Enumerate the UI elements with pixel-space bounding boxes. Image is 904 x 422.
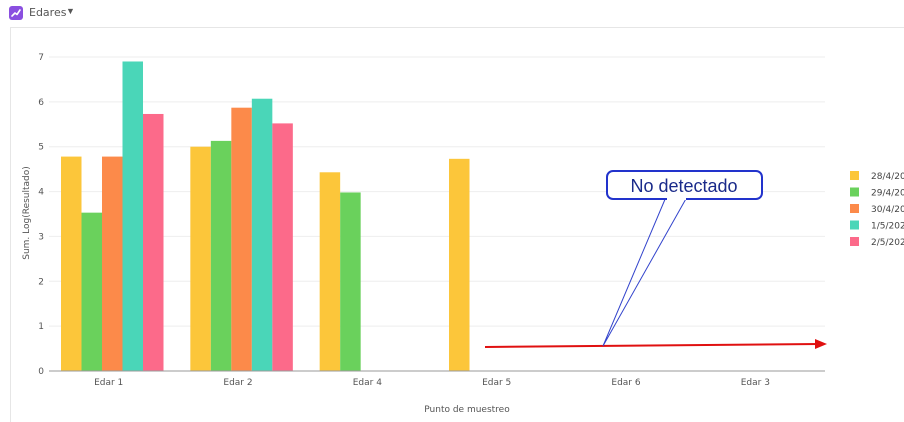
y-tick-label: 1 <box>38 322 44 332</box>
x-tick-label: Edar 2 <box>223 378 252 388</box>
y-tick-label: 0 <box>38 367 44 377</box>
x-tick-label: Edar 5 <box>482 378 511 388</box>
legend-label[interactable]: 28/4/20 <box>871 172 904 182</box>
annotation: No detectado <box>484 170 827 349</box>
annotation-arrow <box>484 343 820 348</box>
legend-label[interactable]: 1/5/202 <box>871 222 904 232</box>
legend-swatch <box>850 237 859 246</box>
legend-label[interactable]: 30/4/20 <box>871 205 904 215</box>
bar-edar-1-series-3[interactable] <box>122 61 144 371</box>
annotation-callout-pointer <box>602 196 688 347</box>
x-axis-ticks: Edar 1 Edar 2 Edar 4 Edar 5 Edar 6 Edar 3 <box>94 378 770 388</box>
legend-swatch <box>850 171 859 180</box>
bar-edar-1-series-0[interactable] <box>61 156 82 371</box>
bar-edar-2-series-3[interactable] <box>251 98 273 372</box>
y-tick-label: 5 <box>38 143 44 153</box>
legend-swatch <box>850 220 859 230</box>
chart-title-dropdown[interactable]: Edares <box>29 6 67 19</box>
annotation-arrowhead <box>815 339 827 349</box>
bar-edar-2-series-1[interactable] <box>210 140 232 371</box>
legend-swatch <box>850 187 859 197</box>
bar-edar-1-series-4[interactable] <box>143 113 164 372</box>
x-tick-label: Edar 1 <box>94 378 123 388</box>
grid-lines <box>49 56 825 327</box>
y-tick-label: 2 <box>38 277 44 287</box>
chart-icon <box>9 6 23 20</box>
bar-edar-2-series-2[interactable] <box>231 107 252 371</box>
bar-edar-2-series-0[interactable] <box>190 146 211 371</box>
bar-edar-2-series-4[interactable] <box>272 123 293 371</box>
bar-edar-4-series-1[interactable] <box>340 192 361 371</box>
x-tick-label: Edar 6 <box>611 378 640 388</box>
x-axis-title: Punto de muestreo <box>424 405 510 415</box>
y-tick-label: 7 <box>38 53 44 63</box>
bars <box>61 61 470 372</box>
legend-swatch <box>850 204 859 213</box>
caret-down-icon[interactable]: ▼ <box>66 6 75 16</box>
legend: 28/4/20 29/4/20 30/4/20 1/5/202 2/5/202 <box>850 171 904 248</box>
x-tick-label: Edar 4 <box>353 378 382 388</box>
legend-label[interactable]: 2/5/202 <box>871 238 904 248</box>
bar-edar-4-series-0[interactable] <box>319 172 341 371</box>
y-tick-label: 3 <box>38 232 44 242</box>
bar-edar-1-series-1[interactable] <box>81 212 103 371</box>
bar-edar-1-series-2[interactable] <box>102 156 123 371</box>
y-tick-label: 4 <box>38 188 44 198</box>
y-tick-label: 6 <box>38 98 44 108</box>
bar-edar-5-series-0[interactable] <box>449 158 470 371</box>
y-axis-ticks: 0 1 2 3 4 5 6 7 <box>38 53 44 377</box>
chart-header: Edares ▼ <box>0 0 904 26</box>
y-axis-title: Sum. Log(Resultado) <box>22 166 32 260</box>
annotation-text: No detectado <box>630 176 737 196</box>
legend-label[interactable]: 29/4/20 <box>871 189 904 199</box>
x-tick-label: Edar 3 <box>741 378 770 388</box>
